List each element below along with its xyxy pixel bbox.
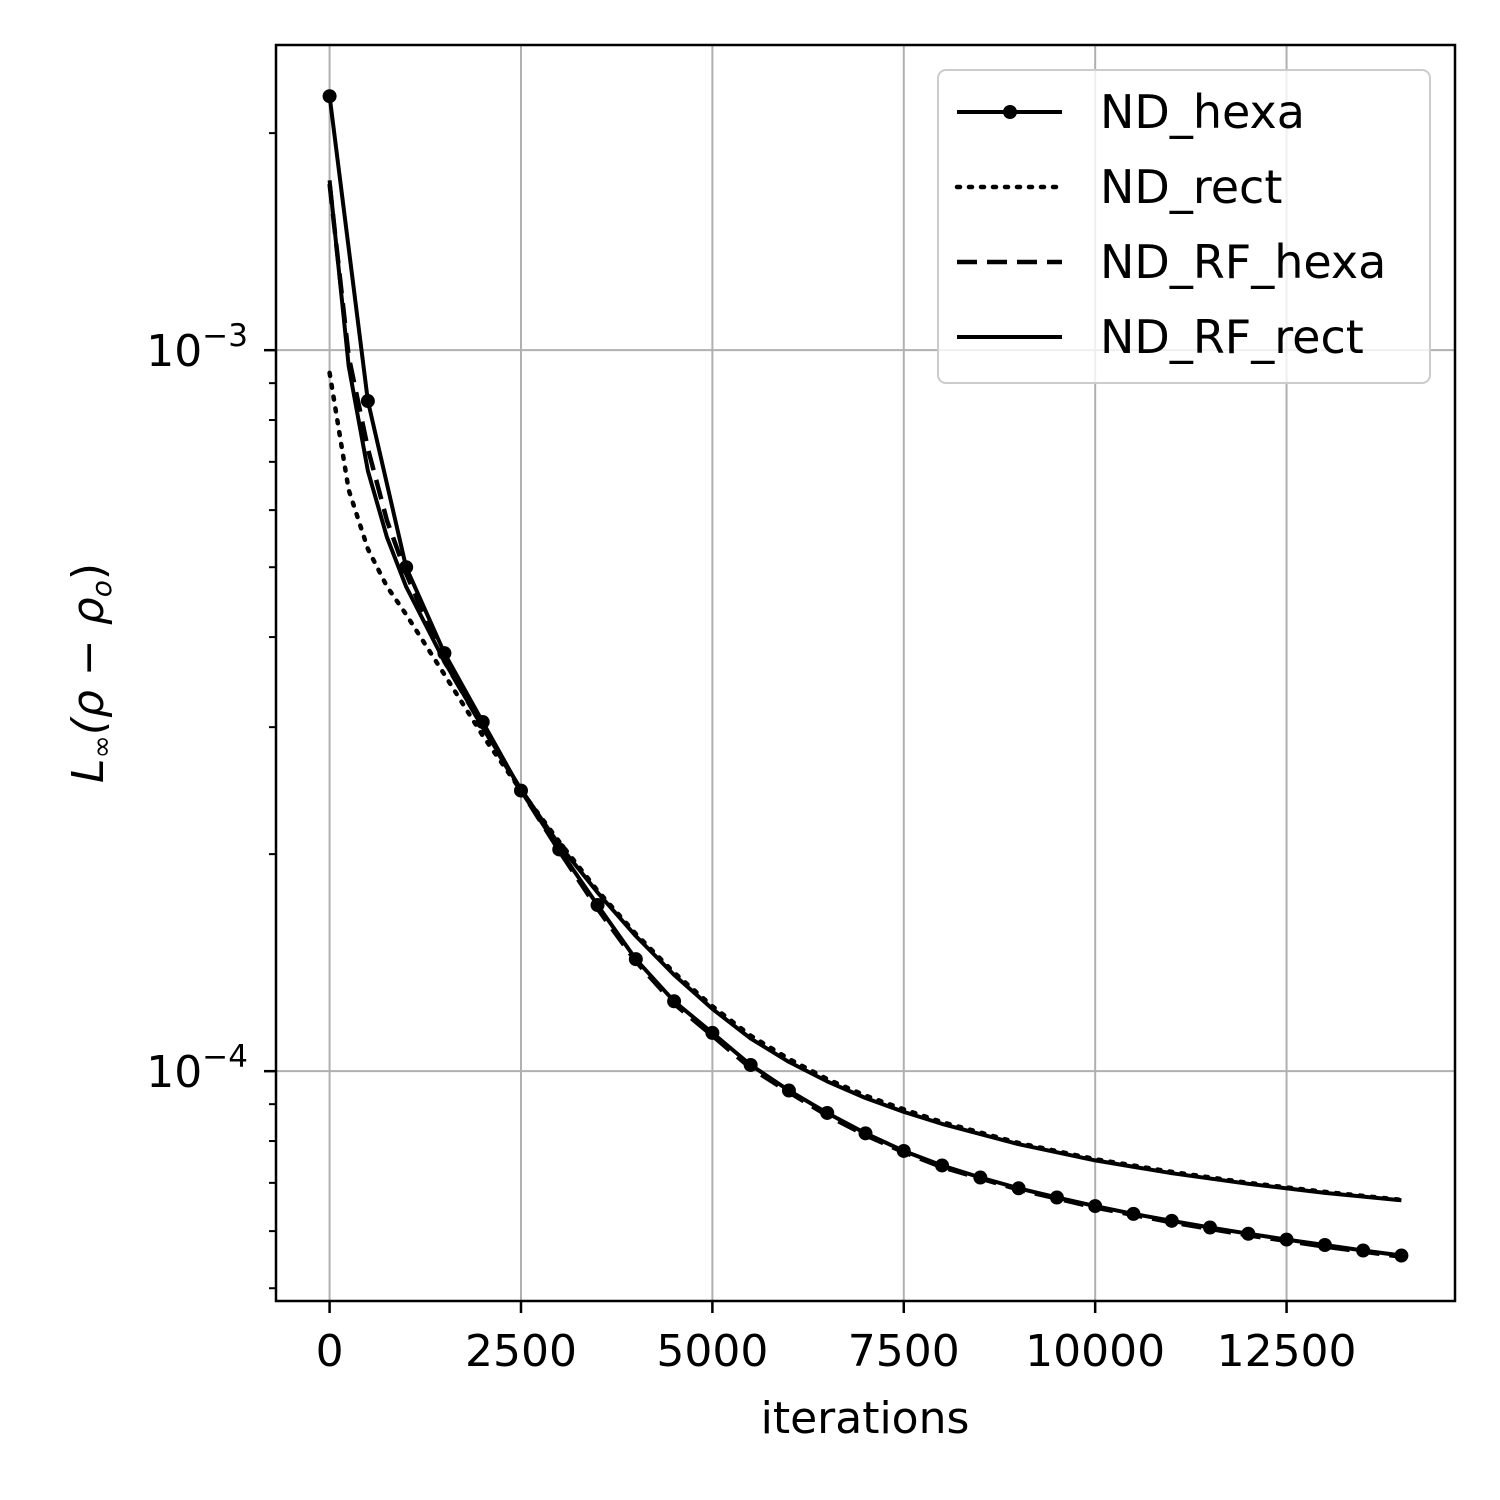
data-point [935,1158,950,1173]
y-tick-label: 10−4 [146,1039,248,1098]
plot-series [322,89,1409,1263]
legend-entry: ND_RF_rect [957,310,1364,364]
x-tick-label: 0 [316,1326,344,1377]
y-axis-label-open: (ρ − ρ [63,597,114,735]
y-axis-label-close: ) [63,563,114,580]
axes-frame [274,43,1457,1303]
y-axis-label-main: L [63,759,114,784]
legend-label: ND_RF_rect [1100,310,1364,364]
x-tick-label: 10000 [1025,1326,1165,1377]
legend-entry: ND_RF_hexa [957,235,1386,289]
x-tick-label: 7500 [848,1326,960,1377]
series-ND_RF_rect [327,180,1402,1203]
x-tick-label: 12500 [1217,1326,1357,1377]
data-point [360,394,375,409]
legend-label: ND_rect [1100,160,1282,214]
x-axis-label: iterations [761,1393,970,1444]
series-line [327,180,1402,1203]
data-point [322,89,337,104]
data-point [743,1057,758,1072]
x-tick-label: 2500 [465,1326,577,1377]
y-tick-label: 10−3 [146,318,248,377]
series-line [327,183,1402,1259]
x-axis-ticks: 0 2500 5000 7500 10000 12500 [316,1301,1357,1377]
legend-label: ND_hexa [1100,85,1305,139]
legend-entry: ND_rect [954,160,1282,214]
y-axis-ticks: 10−3 10−4 [146,132,276,1290]
y-axis-label-sub2: o [85,580,118,597]
y-axis-label: L∞(ρ − ρo) [63,563,118,783]
series-ND_RF_hexa [327,183,1402,1259]
legend-marker [1003,105,1017,119]
x-tick-label: 5000 [656,1326,768,1377]
legend-entry: ND_hexa [957,85,1305,139]
legend: ND_hexa ND_rect ND_RF_hexa ND_RF_rect [937,69,1431,384]
legend-box [937,69,1431,384]
y-axis-label-sub: ∞ [85,735,118,758]
data-point [1317,1237,1332,1252]
data-point [1049,1190,1064,1205]
legend-label: ND_RF_hexa [1100,235,1386,289]
